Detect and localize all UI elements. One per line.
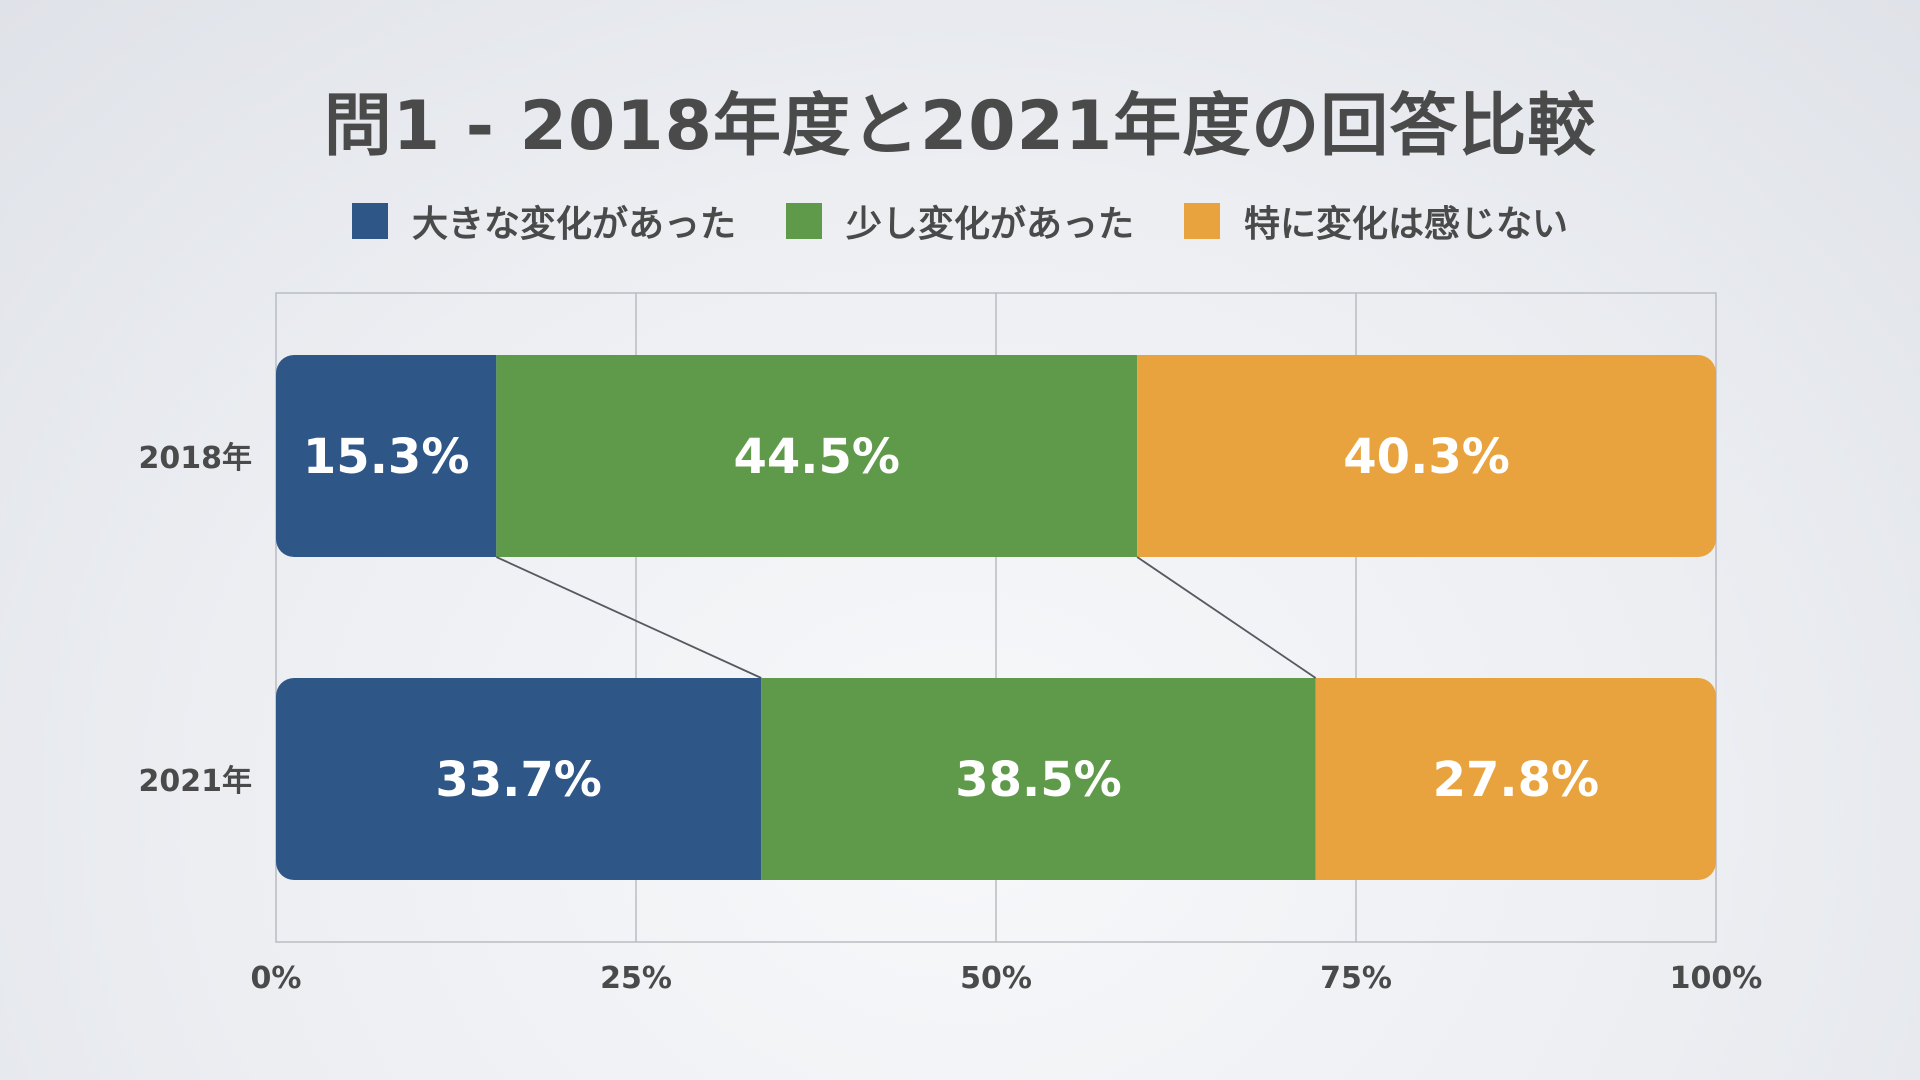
bar-1-1 <box>761 678 1316 880</box>
legend-swatch-no-change <box>1184 203 1220 239</box>
legend-item-no-change: 特に変化は感じない <box>1184 195 1568 247</box>
legend-swatch-large-change <box>351 203 388 239</box>
x-tick-label-0: 0% <box>251 961 302 996</box>
x-tick-label-2: 50% <box>960 961 1032 996</box>
series-line-0 <box>495 556 762 679</box>
x-tick-label-3: 75% <box>1320 961 1392 996</box>
chart-title: 問1 - 2018年度と2021年度の回答比較 <box>323 87 1597 166</box>
bar-label-0-0: 15.3% <box>303 429 470 485</box>
bar-1-0 <box>276 678 762 880</box>
bar-label-1-2: 27.8% <box>1433 752 1600 808</box>
bar-label-0-2: 40.3% <box>1343 429 1510 485</box>
bar-0-1 <box>496 355 1138 557</box>
legend-label-small-change: 少し変化があった <box>845 204 1134 245</box>
series-line-1 <box>1136 556 1317 679</box>
bar-0-0 <box>276 355 497 557</box>
legend-item-small-change: 少し変化があった <box>785 195 1134 247</box>
legend-swatch-small-change <box>785 203 822 239</box>
x-tick-label-4: 100% <box>1670 961 1763 996</box>
bar-label-1-0: 33.7% <box>435 752 602 808</box>
bar-label-0-1: 44.5% <box>733 429 900 485</box>
category-label-1: 2021年 <box>139 764 253 799</box>
legend-label-large-change: 大きな変化があった <box>411 204 736 245</box>
bar-0-2 <box>1137 355 1716 557</box>
category-label-0: 2018年 <box>139 441 253 476</box>
bar-1-2 <box>1315 678 1716 880</box>
legend-item-large-change: 大きな変化があった <box>351 195 736 247</box>
legend-label-no-change: 特に変化は感じない <box>1244 204 1569 245</box>
x-tick-label-1: 25% <box>600 961 672 996</box>
bar-label-1-1: 38.5% <box>955 752 1122 808</box>
legend: 大きな変化があった 少し変化があった 特に変化は感じない <box>0 195 1920 247</box>
